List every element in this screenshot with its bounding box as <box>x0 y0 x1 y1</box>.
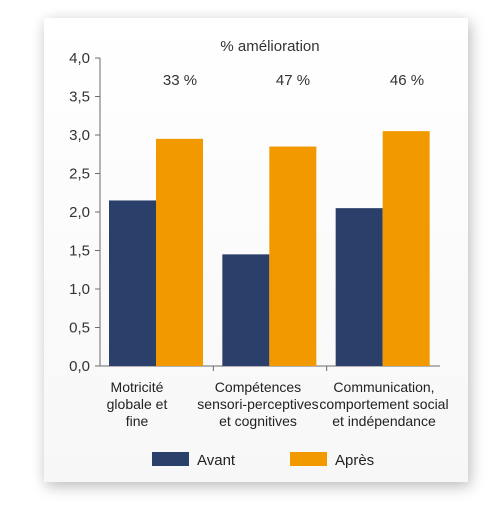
bar-avant <box>335 208 383 366</box>
legend-label: Avant <box>197 452 236 469</box>
category-label: Motricité <box>111 379 164 395</box>
y-tick-label: 1,0 <box>69 281 90 298</box>
category-label: Communication, <box>333 379 434 395</box>
legend-swatch <box>290 452 327 466</box>
bar-apres <box>156 138 203 366</box>
category-label: et cognitives <box>219 413 297 429</box>
y-tick-label: 0,0 <box>69 358 90 375</box>
category-label: fine <box>126 413 149 429</box>
category-label: globale et <box>107 396 168 412</box>
improvement-percentage: 47 % <box>276 72 310 89</box>
bar-avant <box>109 200 156 366</box>
y-tick-label: 2,0 <box>69 204 90 221</box>
improvement-percentage: 46 % <box>390 72 424 89</box>
bars <box>109 131 430 371</box>
bar-apres <box>269 146 317 366</box>
improvement-percentage: 33 % <box>163 72 197 89</box>
bar-apres <box>382 131 430 366</box>
category-label: sensori-perceptives <box>197 396 318 412</box>
y-tick-label: 2,5 <box>69 166 90 183</box>
category-label: et indépendance <box>332 413 436 429</box>
legend-label: Après <box>335 452 374 469</box>
legend: Avant Après <box>152 452 374 469</box>
bar-avant <box>222 254 270 366</box>
y-tick-label: 4,0 <box>69 50 90 67</box>
y-tick-label: 3,0 <box>69 127 90 144</box>
y-tick-label: 1,5 <box>69 243 90 260</box>
chart-title: % amélioration <box>220 38 319 55</box>
category-label: comportement social <box>319 396 448 412</box>
y-tick-label: 0,5 <box>69 320 90 337</box>
improvement-annotations: 33 % 47 % 46 % <box>163 72 424 89</box>
legend-swatch <box>152 452 189 466</box>
y-tick-label: 3,5 <box>69 89 90 106</box>
category-label: Compétences <box>215 379 301 395</box>
